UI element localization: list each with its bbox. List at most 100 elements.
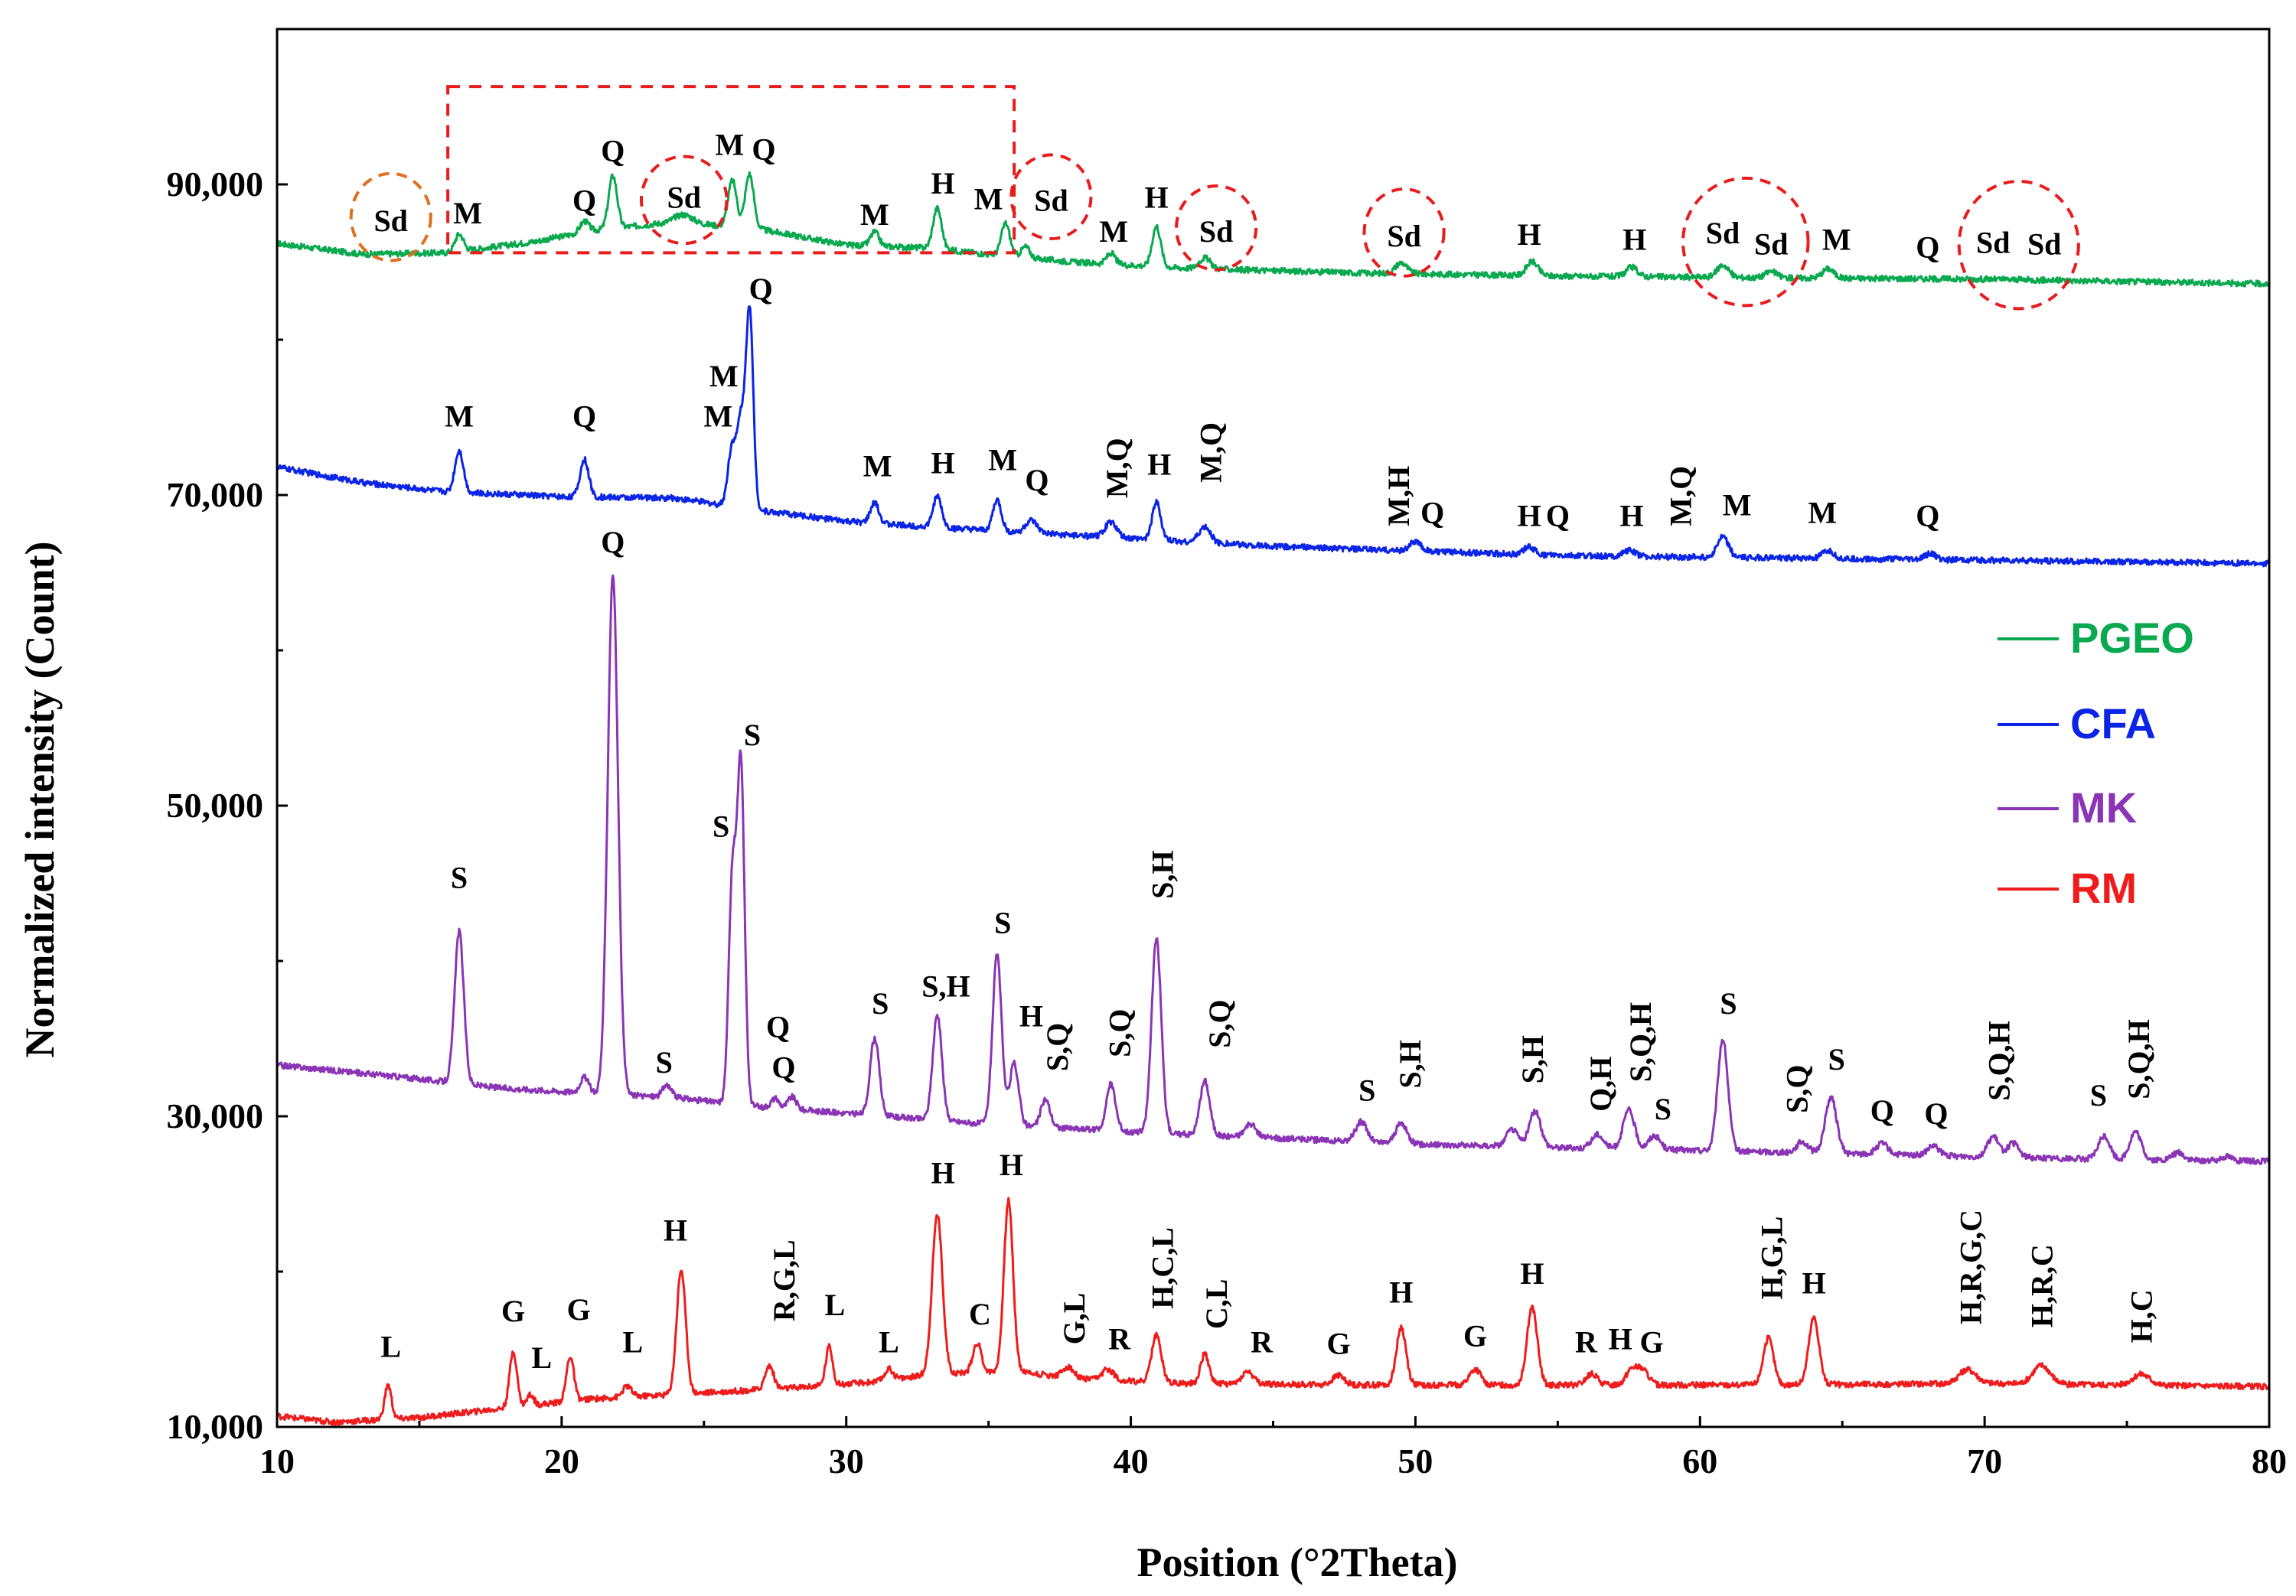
peak-label: M,Q xyxy=(1100,438,1134,498)
peak-label: S,Q,H xyxy=(1982,1021,2017,1100)
sd-circle xyxy=(1009,153,1093,241)
peak-label: H xyxy=(931,446,955,480)
peak-label: G xyxy=(1640,1325,1664,1360)
peak-label: M,H xyxy=(1381,466,1416,526)
y-tick-label: 50,000 xyxy=(167,786,264,825)
peak-label: H xyxy=(1623,222,1646,256)
peak-label: Q xyxy=(1546,499,1570,533)
peak-label: S,H xyxy=(1393,1040,1427,1088)
peak-label: Q xyxy=(601,134,625,168)
legend-label-pgeo: PGEO xyxy=(2070,614,2194,662)
legend-label-rm: RM xyxy=(2070,864,2137,912)
peak-label: R,G,L xyxy=(767,1239,801,1321)
peak-label: H,C,L xyxy=(1146,1227,1180,1309)
peak-label: R xyxy=(1575,1325,1598,1360)
sd-circle xyxy=(1957,179,2080,311)
peak-label: Q xyxy=(749,272,773,306)
peak-label: M xyxy=(704,399,733,434)
peak-label: S xyxy=(1828,1042,1845,1076)
sd-circle xyxy=(1175,184,1258,272)
peak-label: Q xyxy=(601,525,625,559)
peak-label: S,H xyxy=(1515,1035,1550,1083)
peak-label: Sd xyxy=(1387,219,1421,253)
peak-label: C,L xyxy=(1199,1279,1234,1330)
peak-label: S xyxy=(744,718,761,752)
peak-label: S,Q xyxy=(1103,1009,1137,1057)
peak-label: C xyxy=(969,1297,991,1331)
x-tick-label: 80 xyxy=(2252,1441,2287,1480)
peak-label: G xyxy=(501,1294,525,1328)
peak-label: R xyxy=(1108,1322,1131,1357)
peak-label: Q xyxy=(1420,496,1444,530)
peak-label: H xyxy=(1609,1322,1632,1357)
peak-label: L xyxy=(622,1325,643,1360)
peak-label: G,L xyxy=(1057,1293,1091,1345)
legend: PGEO CFA MK RM xyxy=(1998,614,2194,912)
peak-label: H xyxy=(1389,1275,1413,1310)
peak-label: G xyxy=(1463,1318,1487,1353)
peak-label: H xyxy=(931,1155,955,1190)
y-axis-title: Normalized intensity (Count) xyxy=(17,542,63,1058)
peak-label: H xyxy=(1000,1148,1023,1182)
highlight-box xyxy=(446,85,1016,255)
peak-label: H xyxy=(1019,998,1043,1033)
peak-label: M xyxy=(1822,222,1851,256)
peak-label: H xyxy=(1144,181,1168,215)
peak-label: M xyxy=(709,359,739,393)
peak-label: Q xyxy=(1870,1093,1894,1128)
peak-label: Sd xyxy=(373,204,408,238)
y-tick-label: 90,000 xyxy=(167,164,264,204)
sd-circle xyxy=(639,155,729,246)
peak-label: S xyxy=(994,906,1011,940)
peak-label: H xyxy=(1147,448,1171,482)
peak-label: S xyxy=(1358,1073,1375,1108)
peak-label: Q xyxy=(1916,230,1939,264)
peak-label: S xyxy=(451,861,468,895)
x-tick-label: 30 xyxy=(829,1441,864,1480)
peak-label: S xyxy=(713,809,729,844)
peak-label: Q xyxy=(1025,463,1049,497)
peak-label: S,Q xyxy=(1040,1023,1075,1071)
axis-layer: 10 20 30 40 50 60 70 80 10,000 30,000 50,000 70,000… xyxy=(167,28,2287,1480)
peak-label: M xyxy=(1099,214,1128,249)
peak-label: M xyxy=(988,443,1017,477)
peak-label: L xyxy=(380,1330,401,1364)
peak-label: Q xyxy=(1924,1096,1948,1131)
peak-label: H xyxy=(1802,1265,1825,1300)
peak-label: M xyxy=(1723,487,1752,522)
x-tick-label: 70 xyxy=(1967,1441,2002,1480)
peak-label: H xyxy=(1619,499,1643,533)
peak-label: H,R,G,C xyxy=(1954,1210,1988,1324)
peak-label: L xyxy=(531,1340,552,1375)
peak-label: M xyxy=(863,449,892,484)
peak-label: Sd xyxy=(1706,216,1740,250)
series-layer xyxy=(276,171,2271,1426)
peak-label: S,Q xyxy=(1780,1065,1815,1113)
peak-label: L xyxy=(879,1325,899,1360)
peak-label: S,H xyxy=(921,969,970,1004)
peak-label: S,Q xyxy=(1202,999,1237,1047)
x-tick-label: 50 xyxy=(1397,1441,1433,1480)
peak-label: S xyxy=(1720,986,1737,1021)
series-line-pgeo xyxy=(276,171,2271,288)
peak-label: H xyxy=(664,1213,687,1247)
peak-label: M xyxy=(453,196,482,230)
peak-label: Sd xyxy=(1754,226,1789,261)
peak-label: S xyxy=(656,1045,673,1080)
peak-label: H xyxy=(931,166,955,200)
peak-label: S,Q,H xyxy=(2122,1019,2156,1099)
peak-label: Q xyxy=(766,1010,790,1044)
peak-label: S xyxy=(872,986,889,1021)
peak-label: Q,H xyxy=(1583,1057,1618,1112)
peak-label: M xyxy=(974,182,1003,217)
peak-label: M,Q xyxy=(1194,422,1228,483)
peak-label: Sd xyxy=(1199,214,1234,249)
y-tick-label: 30,000 xyxy=(167,1096,264,1135)
peak-label: S,Q,H xyxy=(1623,1002,1658,1082)
peak-label: M xyxy=(715,127,744,161)
peak-label: H,R,C xyxy=(2025,1244,2060,1327)
peak-label: M xyxy=(445,399,474,434)
peak-label: Q xyxy=(572,184,596,218)
y-tick-label: 10,000 xyxy=(167,1407,264,1446)
peak-label: G xyxy=(1326,1327,1350,1361)
